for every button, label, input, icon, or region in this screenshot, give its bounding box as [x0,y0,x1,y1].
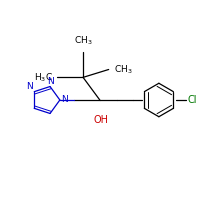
Text: CH$_3$: CH$_3$ [114,63,132,76]
Text: N: N [61,95,68,104]
Text: Cl: Cl [187,95,197,105]
Text: OH: OH [93,115,108,125]
Text: CH$_3$: CH$_3$ [74,34,92,47]
Text: H$_3$C: H$_3$C [34,71,53,84]
Text: N: N [26,82,33,91]
Text: N: N [47,77,54,86]
